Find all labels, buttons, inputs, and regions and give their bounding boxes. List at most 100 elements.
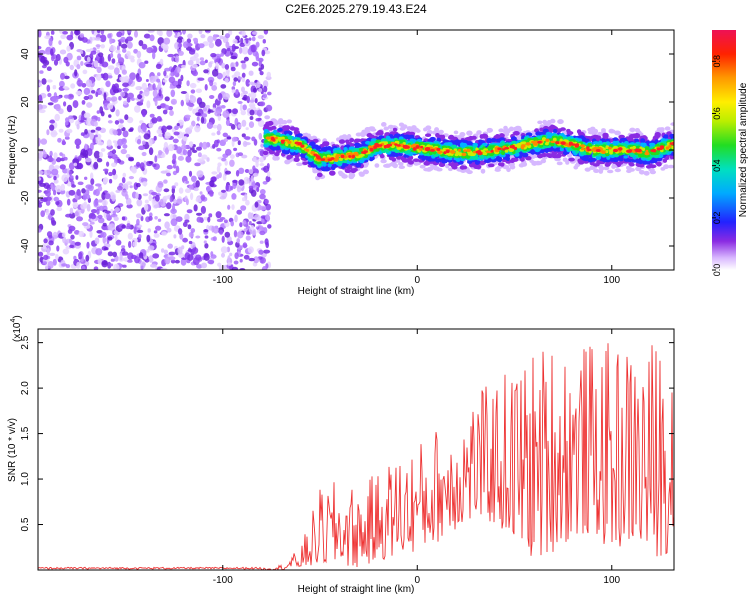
- noise-speckle: [206, 122, 213, 129]
- noise-speckle: [48, 240, 54, 246]
- noise-speckle: [152, 51, 156, 60]
- noise-speckle: [53, 196, 60, 202]
- noise-speckle: [168, 76, 176, 84]
- noise-speckle: [60, 72, 65, 80]
- noise-speckle: [210, 53, 217, 58]
- noise-speckle: [240, 110, 246, 116]
- noise-speckle: [174, 259, 180, 264]
- noise-speckle: [93, 189, 97, 195]
- noise-speckle: [134, 255, 140, 264]
- noise-speckle: [138, 252, 144, 259]
- spectral-cell: [486, 127, 493, 133]
- noise-speckle: [82, 222, 89, 227]
- noise-speckle: [107, 251, 114, 257]
- noise-speckle: [161, 231, 168, 236]
- noise-speckle: [41, 78, 47, 85]
- noise-speckle: [149, 75, 156, 83]
- noise-speckle: [111, 149, 117, 155]
- spectral-cell: [349, 138, 355, 143]
- noise-speckle: [101, 192, 106, 200]
- spectral-cell: [498, 128, 505, 133]
- noise-speckle: [251, 82, 257, 86]
- noise-speckle: [54, 185, 62, 193]
- noise-speckle: [236, 209, 242, 215]
- noise-speckle: [124, 114, 129, 121]
- noise-speckle: [133, 48, 139, 54]
- spectral-cell: [623, 155, 628, 159]
- noise-speckle: [243, 228, 248, 233]
- noise-speckle: [189, 82, 197, 89]
- noise-speckle: [109, 37, 113, 45]
- noise-speckle: [254, 98, 258, 104]
- noise-speckle: [114, 207, 120, 213]
- noise-speckle: [115, 109, 120, 117]
- noise-speckle: [203, 240, 207, 244]
- noise-speckle: [69, 212, 76, 219]
- noise-speckle: [120, 36, 126, 43]
- noise-speckle: [191, 120, 196, 127]
- noise-speckle: [220, 84, 227, 89]
- noise-speckle: [118, 96, 122, 101]
- noise-speckle: [136, 218, 140, 226]
- noise-speckle: [100, 44, 105, 49]
- noise-speckle: [51, 55, 55, 62]
- noise-speckle: [166, 172, 171, 177]
- noise-speckle: [38, 251, 44, 257]
- noise-speckle: [38, 177, 42, 181]
- noise-speckle: [203, 253, 210, 261]
- noise-speckle: [47, 102, 54, 106]
- spectral-cell: [315, 145, 322, 150]
- spectral-cell: [520, 161, 528, 167]
- noise-speckle: [157, 181, 164, 188]
- spectral-cell: [352, 168, 358, 172]
- spectral-cell: [368, 126, 375, 131]
- noise-speckle: [232, 38, 238, 44]
- noise-speckle: [195, 112, 201, 116]
- noise-speckle: [97, 214, 103, 219]
- spectral-cell: [633, 133, 640, 139]
- noise-speckle: [230, 186, 234, 191]
- noise-speckle: [264, 199, 270, 205]
- spectral-cell: [592, 163, 600, 167]
- noise-speckle: [176, 198, 183, 205]
- noise-speckle: [180, 99, 184, 107]
- noise-speckle: [47, 79, 53, 83]
- noise-speckle: [148, 215, 153, 221]
- noise-speckle: [85, 157, 92, 163]
- noise-speckle: [50, 209, 55, 216]
- noise-speckle: [170, 218, 178, 227]
- noise-speckle: [218, 265, 222, 270]
- spectral-cell: [406, 126, 413, 131]
- noise-speckle: [163, 213, 170, 217]
- noise-speckle: [74, 138, 82, 146]
- noise-speckle: [198, 101, 206, 109]
- noise-speckle: [86, 102, 93, 108]
- noise-speckle: [132, 241, 137, 247]
- noise-speckle: [204, 235, 209, 239]
- noise-speckle: [177, 155, 184, 161]
- noise-speckle: [173, 234, 177, 239]
- noise-speckle: [53, 190, 57, 196]
- noise-speckle: [259, 193, 266, 200]
- noise-speckle: [148, 194, 152, 202]
- noise-speckle: [128, 176, 134, 180]
- noise-speckle: [146, 100, 151, 109]
- noise-speckle: [195, 197, 202, 203]
- noise-speckle: [86, 241, 90, 249]
- noise-speckle: [90, 213, 96, 220]
- noise-speckle: [123, 87, 128, 93]
- noise-speckle: [58, 40, 62, 45]
- noise-speckle: [69, 64, 75, 71]
- noise-speckle: [263, 165, 270, 173]
- noise-speckle: [42, 261, 47, 265]
- noise-speckle: [121, 176, 126, 184]
- noise-speckle: [105, 80, 111, 88]
- noise-speckle: [263, 30, 269, 35]
- noise-speckle: [240, 37, 244, 45]
- spectral-cell: [478, 139, 483, 144]
- noise-speckle: [139, 90, 143, 95]
- noise-speckle: [52, 231, 58, 240]
- noise-speckle: [133, 226, 137, 234]
